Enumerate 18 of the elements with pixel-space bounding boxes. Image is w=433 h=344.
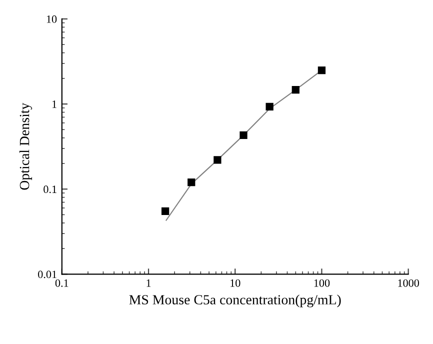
- y-tick-label: 0.01: [38, 270, 56, 278]
- point: [292, 86, 300, 94]
- x-tick-label: 10: [230, 279, 240, 287]
- y-tick-label: 10: [46, 15, 57, 23]
- y-axis-title: Optical Density: [19, 102, 32, 190]
- point: [161, 207, 170, 215]
- y-tick-label: 1: [52, 100, 56, 108]
- x-tick-label: 1: [146, 279, 151, 287]
- x-tick-label: 0.1: [55, 279, 68, 287]
- x-tick-label: 1000: [398, 279, 420, 287]
- x-axis-title: MS Mouse C5a concentration(pg/mL): [129, 294, 341, 308]
- y-tick-label: 0.1: [44, 186, 56, 194]
- point: [214, 156, 222, 164]
- point: [266, 102, 274, 111]
- point: [318, 66, 326, 74]
- point: [188, 178, 196, 186]
- x-tick-label: 100: [314, 279, 330, 287]
- point: [240, 131, 248, 140]
